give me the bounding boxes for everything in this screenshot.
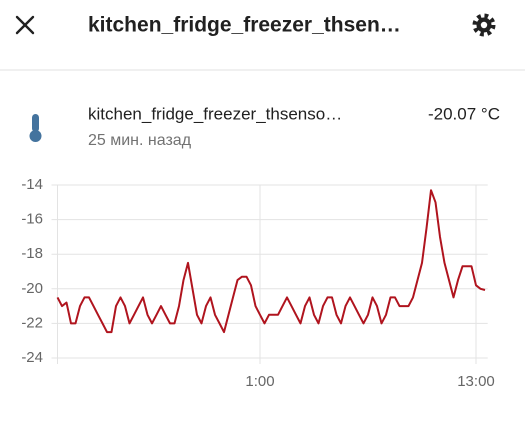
entity-name: kitchen_fridge_freezer_thsenso… <box>88 104 342 123</box>
gear-teeth <box>472 13 496 37</box>
y-tick-label: -16 <box>21 211 43 228</box>
y-tick-label: -18 <box>21 245 43 262</box>
temperature-line <box>56 189 486 334</box>
dialog-title: kitchen_fridge_freezer_thsen… <box>88 14 401 37</box>
thermometer-icon <box>29 114 42 142</box>
entity-state: -20.07 °C <box>428 104 500 123</box>
x-tick-label: 13:00 <box>457 373 495 390</box>
y-tick-label: -14 <box>21 176 43 193</box>
thermometer-stem <box>32 114 39 132</box>
close-icon <box>15 15 35 35</box>
thermometer-bulb <box>29 130 42 142</box>
gear-hole <box>480 21 488 29</box>
close-button[interactable] <box>15 15 35 35</box>
y-tick-label: -20 <box>21 280 43 297</box>
history-chart: -24 -22 -20 -18 -16 -14 1:00 13:00 <box>21 176 494 390</box>
last-changed: 25 мин. назад <box>88 132 192 149</box>
y-tick-label: -24 <box>21 349 43 366</box>
x-tick-label: 1:00 <box>245 373 274 390</box>
settings-button[interactable] <box>472 13 496 37</box>
y-tick-label: -22 <box>21 314 43 331</box>
